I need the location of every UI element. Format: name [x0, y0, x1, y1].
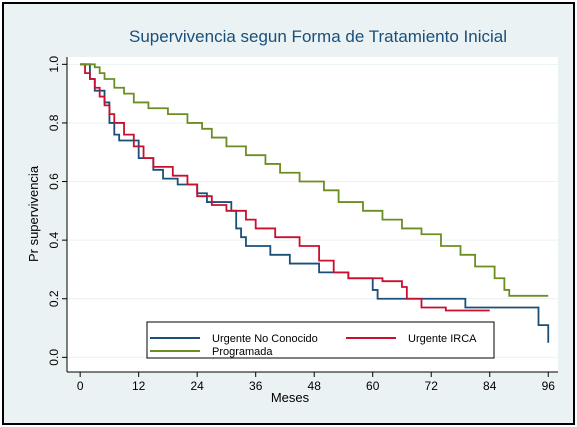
- legend: Urgente No Conocido Urgente IRCA Programad…: [146, 321, 495, 359]
- legend-label: Urgente No Conocido: [212, 333, 318, 345]
- y-tick-label: 0.8: [47, 114, 61, 131]
- y-axis-label: Pr supervivencia: [26, 165, 41, 262]
- x-axis-label: Meses: [271, 390, 310, 405]
- x-tick-label: 48: [308, 379, 322, 393]
- x-tick-label: 24: [191, 379, 205, 393]
- y-tick-label: 0.4: [47, 231, 61, 248]
- x-tick-label: 60: [366, 379, 380, 393]
- x-tick-label: 72: [425, 379, 439, 393]
- x-tick-label: 12: [132, 379, 146, 393]
- y-tick-label: 1.0: [47, 56, 61, 73]
- plot-region: [67, 57, 558, 372]
- legend-label: Urgente IRCA: [408, 333, 477, 345]
- y-tick-label: 0.0: [47, 349, 61, 366]
- x-tick-label: 36: [249, 379, 263, 393]
- legend-box: [146, 321, 495, 359]
- legend-label: Programada: [212, 346, 273, 358]
- survival-line: [80, 63, 549, 297]
- x-tick-label: 0: [77, 379, 84, 393]
- y-tick-label: 0.2: [47, 290, 61, 307]
- survival-line: [80, 63, 550, 343]
- x-tick-label: 84: [483, 379, 497, 393]
- survival-line: [80, 63, 490, 312]
- chart-title: Supervivencia segun Forma de Tratamiento…: [129, 27, 507, 46]
- y-tick-label: 0.6: [47, 173, 61, 190]
- x-tick-label: 96: [542, 379, 556, 393]
